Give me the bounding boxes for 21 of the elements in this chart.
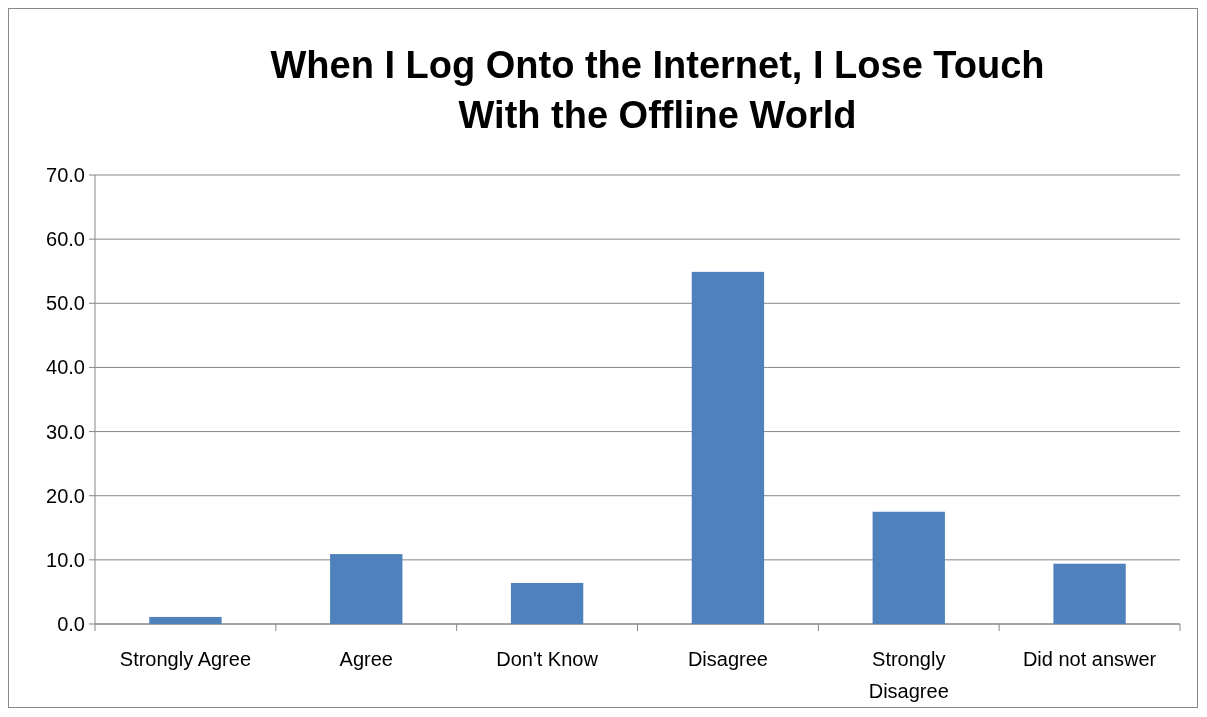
chart-title: When I Log Onto the Internet, I Lose Touch With the Offline World: [270, 44, 1045, 136]
y-tick-label: 50.0: [46, 292, 85, 315]
bar: [1053, 563, 1126, 624]
y-tick-label: 0.0: [57, 613, 85, 635]
y-tick-label: 70.0: [46, 164, 85, 186]
x-tick-label: Strongly Disagree: [868, 648, 949, 702]
bar: [510, 582, 584, 624]
y-tick-label: 40.0: [46, 356, 85, 379]
y-tick-label: 20.0: [46, 484, 85, 507]
x-tick-label: Strongly Agree: [119, 648, 252, 670]
bar: [691, 271, 765, 624]
y-tick-label: 60.0: [46, 228, 85, 251]
y-tick-label: 10.0: [46, 548, 85, 571]
y-tick-label: 30.0: [46, 420, 85, 443]
x-tick-label: Disagree: [687, 648, 768, 670]
bar: [330, 554, 403, 624]
x-tick-label: Agree: [339, 648, 393, 670]
bar: [149, 616, 222, 624]
x-tick-label: Don't Know: [496, 648, 599, 670]
x-tick-label: Did not answer: [1022, 648, 1157, 670]
bar: [872, 511, 945, 624]
